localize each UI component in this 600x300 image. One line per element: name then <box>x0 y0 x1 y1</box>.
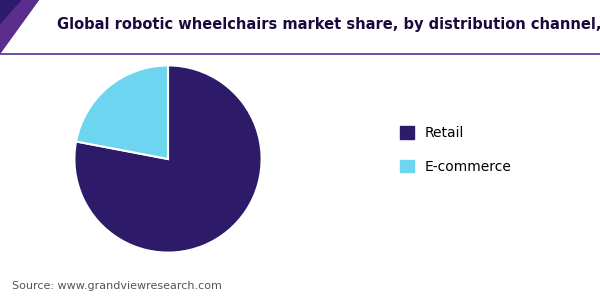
Text: Source: www.grandviewresearch.com: Source: www.grandviewresearch.com <box>12 281 222 291</box>
Legend: Retail, E-commerce: Retail, E-commerce <box>400 126 512 174</box>
Text: Global robotic wheelchairs market share, by distribution channel, 2018 (%): Global robotic wheelchairs market share,… <box>57 16 600 32</box>
Wedge shape <box>74 65 262 253</box>
Polygon shape <box>0 0 39 54</box>
Wedge shape <box>76 65 168 159</box>
Polygon shape <box>0 0 39 54</box>
